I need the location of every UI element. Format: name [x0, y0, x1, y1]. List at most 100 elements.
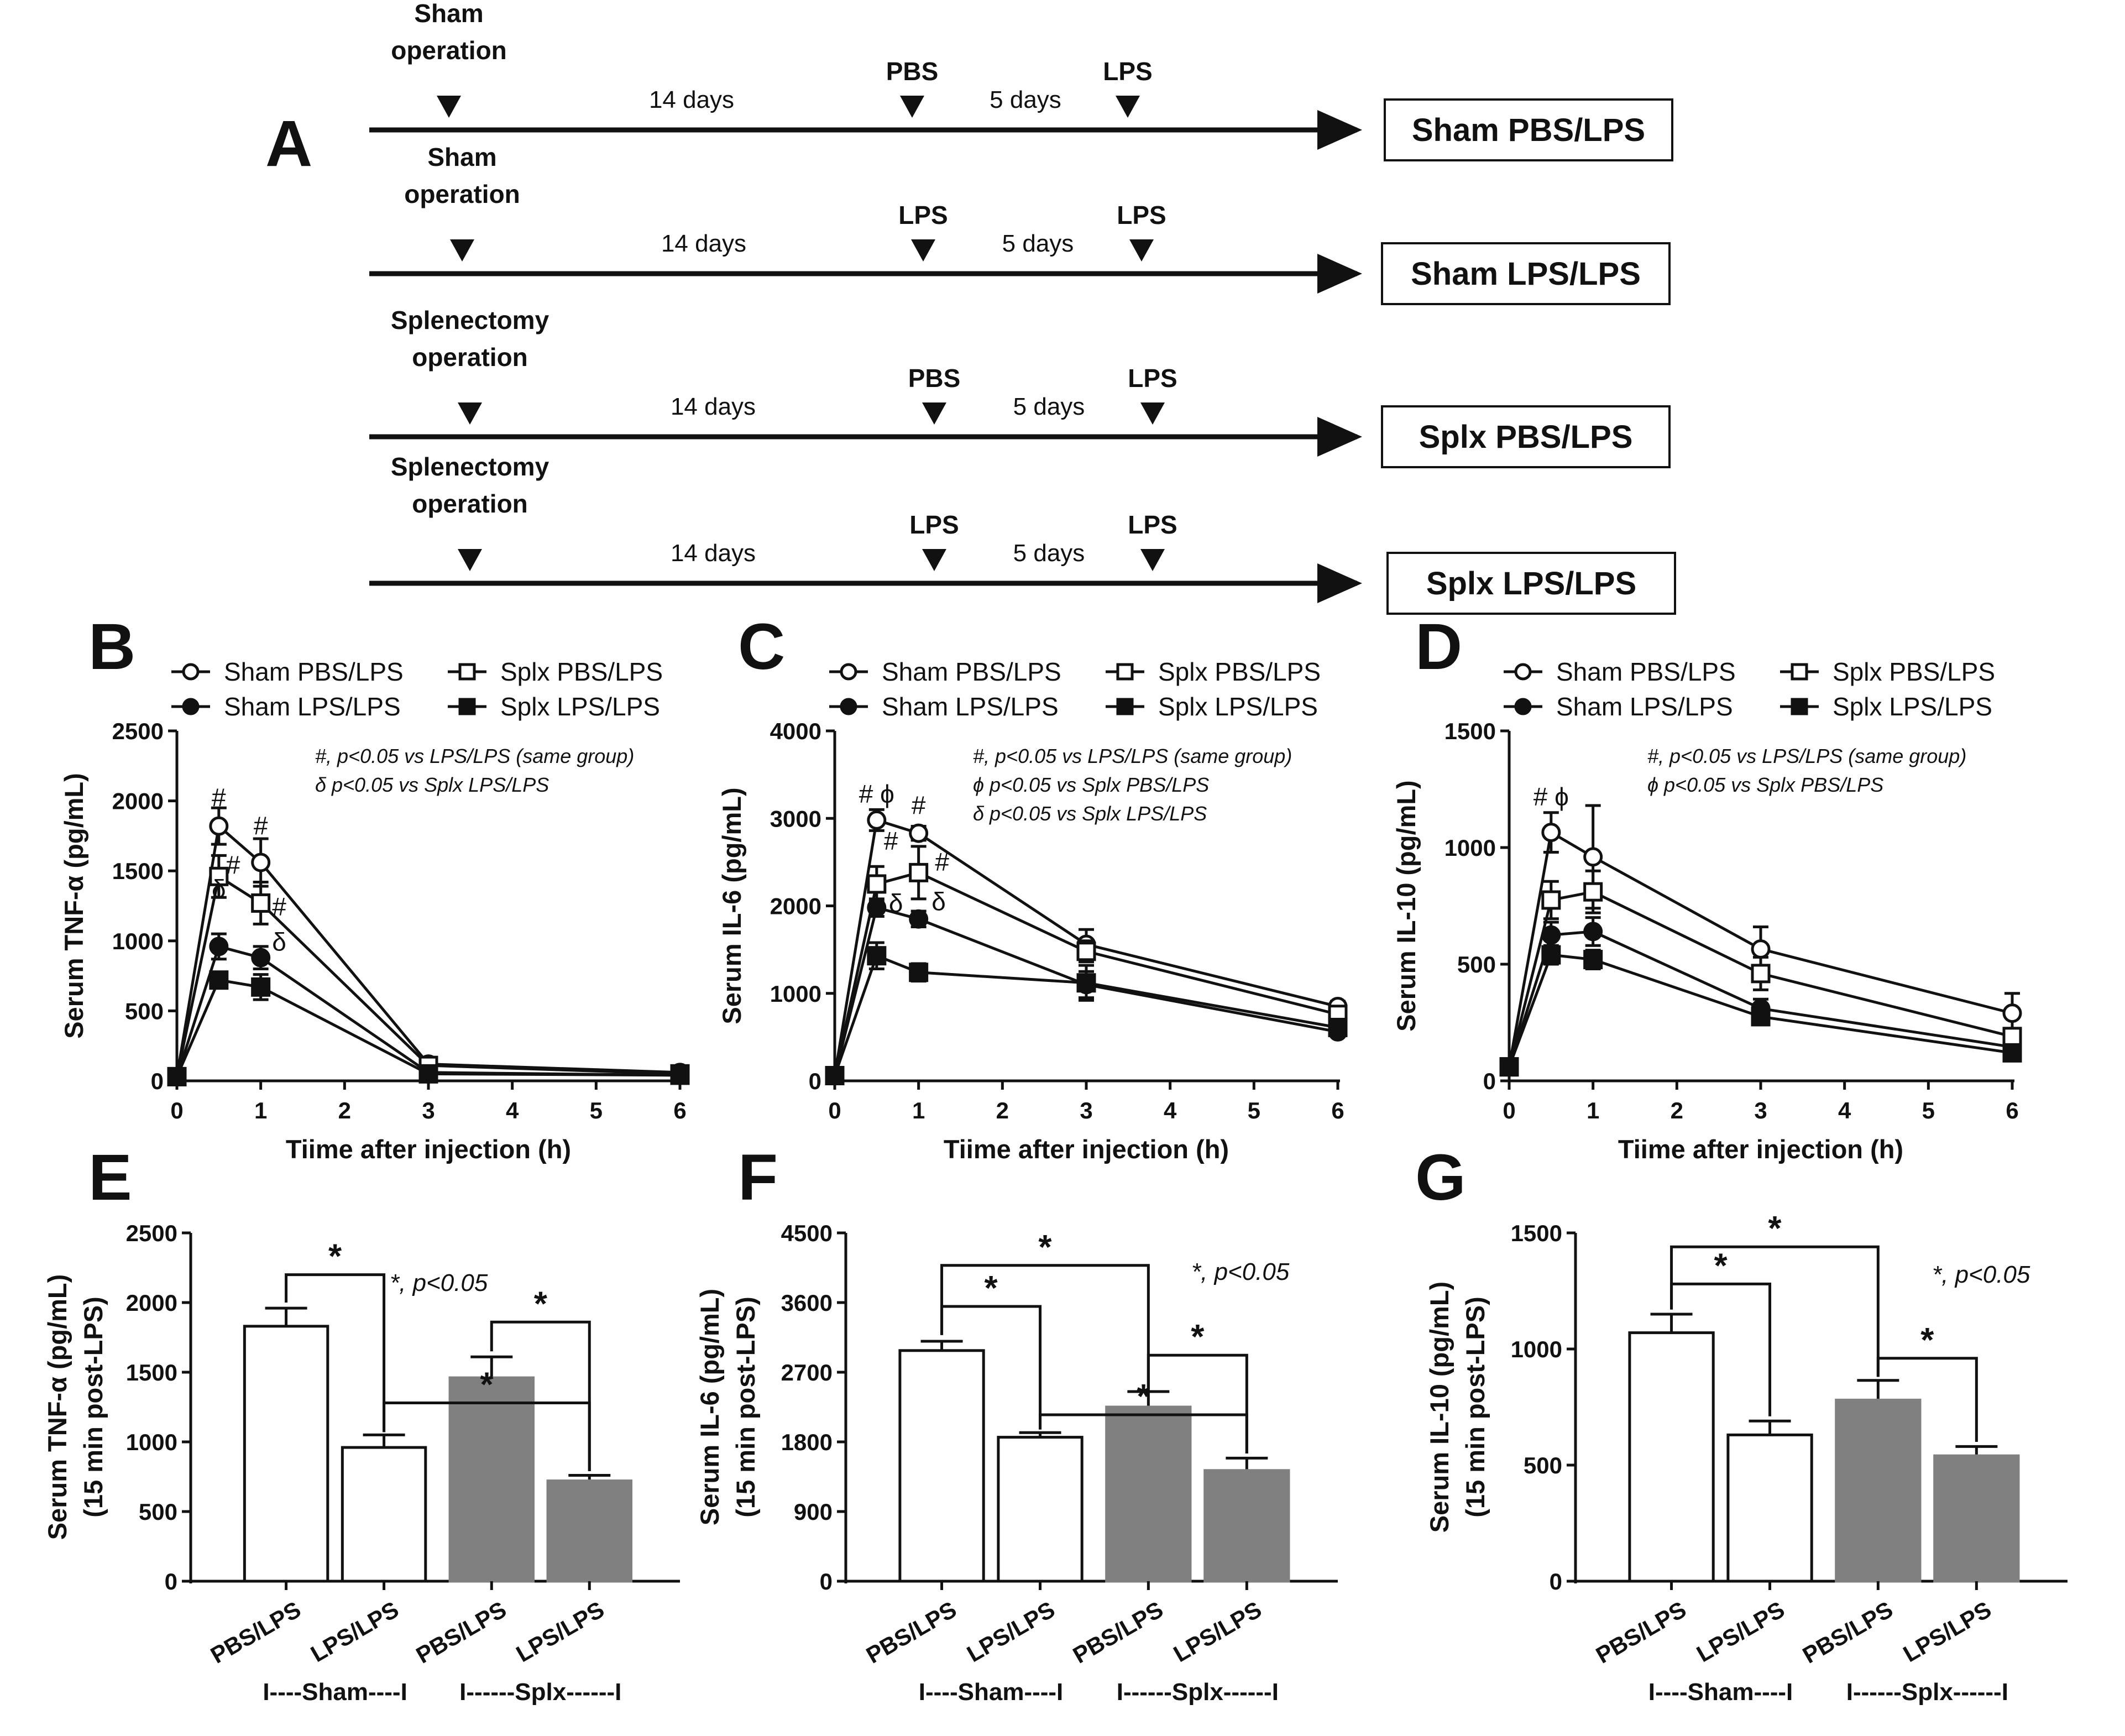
gap1-label: 14 days [661, 230, 746, 257]
gap2-label: 5 days [990, 86, 1061, 113]
y-tick-label: 1000 [1511, 1336, 1562, 1362]
operation-label-line2: operation [391, 36, 507, 65]
significance-note: ϕ p<0.05 vs Splx PBS/LPS [1647, 773, 1883, 796]
timeline-row: Sham operation PBS LPS 14 days 5 days Sham PBS… [369, 0, 1673, 161]
data-point-square [251, 893, 271, 913]
significance-bracket [1147, 1353, 1248, 1453]
y-axis-title: (15 min post-LPS) [78, 1296, 108, 1518]
line-charts: B Sham PBS/LPS Splx PBS/LPS Sham LPS/LPS Spl… [59, 610, 2022, 1164]
category-label: PBS/LPS [1592, 1596, 1690, 1669]
data-point-circle [1514, 663, 1532, 681]
bar [546, 1479, 632, 1583]
y-axis-title: Serum IL-10 (pg/mL) [1391, 780, 1421, 1031]
y-tick-label: 2000 [126, 1290, 177, 1316]
group-box [1381, 242, 1671, 305]
y-tick-label: 1000 [126, 1429, 177, 1455]
significance-mark: δ [272, 928, 286, 956]
gap1-label: 14 days [671, 393, 756, 420]
significance-mark: # [935, 848, 949, 876]
data-point-circle [182, 663, 200, 681]
dose1-marker [922, 549, 946, 571]
x-tick-label: 0 [170, 1097, 183, 1123]
x-tick-label: 4 [1838, 1097, 1851, 1123]
legend-item: Sham PBS/LPS [224, 657, 404, 686]
data-point-square [1541, 945, 1561, 965]
series [1499, 869, 2022, 1077]
data-point-circle [251, 853, 271, 872]
category-label: PBS/LPS [206, 1596, 305, 1669]
legend-item: Splx PBS/LPS [1833, 657, 1995, 686]
significance-note: δ p<0.05 vs Splx LPS/LPS [973, 802, 1207, 825]
data-point-square [867, 874, 887, 894]
significance-star: * [1191, 1318, 1205, 1356]
line-chart-D: D Sham PBS/LPS Splx PBS/LPS Sham LPS/LPS Spl… [1391, 610, 2022, 1164]
legend: Sham PBS/LPS Splx PBS/LPS Sham LPS/LPS Splx… [171, 657, 663, 721]
line-chart-C: C Sham PBS/LPS Splx PBS/LPS Sham LPS/LPS Spl… [717, 610, 1348, 1164]
panel-label-B: B [88, 610, 135, 683]
significance-star: * [480, 1366, 494, 1404]
significance-note: #, p<0.05 vs LPS/LPS (same group) [973, 745, 1292, 767]
y-tick-label: 0 [1550, 1568, 1562, 1594]
significance-star: * [1714, 1247, 1728, 1285]
group-box [1381, 405, 1671, 468]
panel-label-D: D [1415, 610, 1462, 683]
x-axis-title: Tiime after injection (h) [1618, 1134, 1903, 1164]
group-label-splx: I------Splx------I [459, 1679, 621, 1706]
significance-note: *, p<0.05 [1932, 1261, 2030, 1288]
group-box [1384, 98, 1673, 161]
bar-charts: E 0 500 1000 1500 2000 2500 Serum TNF-α (pg/mL)… [43, 1141, 2068, 1706]
x-tick-label: 3 [1080, 1097, 1092, 1123]
data-point-square [1751, 964, 1771, 984]
y-axis-title: Serum IL-10 (pg/mL) [1425, 1282, 1454, 1533]
bar-chart-F: F 0 900 1800 2700 3600 4500 Serum IL-6 (pg/mL)(… [695, 1141, 1338, 1706]
data-point-square [1076, 973, 1096, 993]
data-point-square [209, 866, 229, 886]
dose2-marker [1116, 96, 1140, 118]
legend-item: Sham PBS/LPS [882, 657, 1061, 686]
legend-item: Splx LPS/LPS [1158, 692, 1318, 721]
data-point-circle [1514, 698, 1532, 715]
y-tick-label: 0 [809, 1068, 821, 1094]
y-tick-label: 2700 [781, 1359, 833, 1385]
bar [1105, 1405, 1192, 1583]
y-tick-label: 1500 [1511, 1220, 1562, 1246]
y-tick-label: 500 [139, 1499, 177, 1525]
operation-label-line1: Splenectomy [391, 452, 549, 481]
group-name: Sham PBS/LPS [1412, 112, 1645, 148]
dose1-marker [922, 402, 946, 425]
data-point-square [1076, 942, 1096, 961]
significance-bracket [383, 1401, 591, 1471]
x-tick-label: 4 [506, 1097, 519, 1123]
data-point-square [2002, 1043, 2022, 1063]
x-tick-label: 1 [254, 1097, 267, 1123]
x-tick-label: 4 [1164, 1097, 1177, 1123]
y-tick-label: 2000 [112, 788, 164, 814]
y-tick-label: 1500 [126, 1359, 177, 1385]
data-point-square [1583, 882, 1603, 902]
data-point-circle [909, 823, 929, 843]
significance-star: * [1038, 1228, 1052, 1267]
data-point-circle [1751, 939, 1771, 959]
y-tick-label: 0 [1483, 1068, 1496, 1094]
dose1-label: PBS [908, 364, 961, 393]
series [167, 806, 690, 1086]
bar [997, 1436, 1084, 1583]
data-point-circle [209, 816, 229, 836]
dose1-label: PBS [886, 57, 939, 86]
y-tick-label: 500 [125, 998, 164, 1024]
operation-label-line1: Splenectomy [391, 306, 549, 334]
dose2-label: LPS [1128, 364, 1177, 393]
category-label: LPS/LPS [512, 1596, 609, 1667]
category-label: PBS/LPS [1069, 1596, 1168, 1669]
dose1-marker [911, 239, 935, 262]
y-tick-label: 3000 [770, 806, 821, 832]
x-tick-label: 6 [673, 1097, 686, 1123]
category-label: PBS/LPS [862, 1596, 961, 1669]
significance-note: #, p<0.05 vs LPS/LPS (same group) [1647, 745, 1966, 767]
group-name: Splx PBS/LPS [1419, 419, 1633, 455]
category-label: PBS/LPS [412, 1596, 511, 1669]
dose2-label: LPS [1117, 201, 1166, 229]
y-axis-title: (15 min post-LPS) [1461, 1296, 1490, 1518]
y-tick-label: 1800 [781, 1429, 833, 1455]
